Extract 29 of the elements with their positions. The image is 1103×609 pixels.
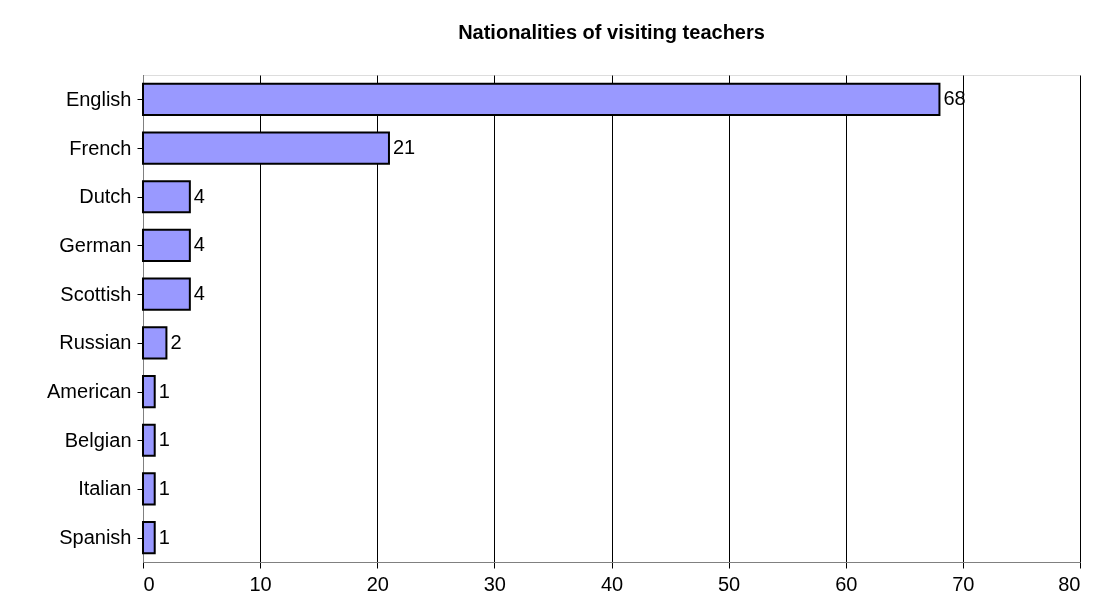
data-label: 4 xyxy=(193,233,205,256)
y-tick-label: Scottish xyxy=(60,282,132,305)
data-label: 1 xyxy=(158,428,170,451)
x-tick-label: 0 xyxy=(143,572,155,595)
x-tick-label: 40 xyxy=(600,572,624,595)
y-tick-label: Spanish xyxy=(59,526,132,549)
x-tick-label: 50 xyxy=(718,572,741,595)
x-tick-label: 80 xyxy=(1058,572,1081,595)
data-label: 1 xyxy=(158,476,170,499)
data-label: 1 xyxy=(158,379,170,402)
chart-title: Nationalities of visiting teachers xyxy=(458,21,765,43)
x-tick-label: 30 xyxy=(483,572,506,595)
y-tick-label: Russian xyxy=(59,331,132,354)
x-tick-label: 70 xyxy=(952,572,975,595)
y-tick-label: French xyxy=(69,136,132,159)
y-tick-label: English xyxy=(65,87,132,110)
y-tick-label: Dutch xyxy=(79,185,132,208)
x-tick-label: 60 xyxy=(835,572,858,595)
data-label: 1 xyxy=(158,525,170,548)
data-label: 4 xyxy=(193,282,205,305)
y-tick-label: Belgian xyxy=(64,428,132,451)
data-label: 21 xyxy=(392,136,416,159)
data-label: 4 xyxy=(193,184,205,207)
y-tick-label: Italian xyxy=(78,477,132,500)
y-tick-label: American xyxy=(47,380,132,403)
x-tick-label: 10 xyxy=(249,572,272,595)
x-tick-label: 20 xyxy=(366,572,389,595)
y-tick-label: German xyxy=(59,233,132,256)
data-label: 2 xyxy=(170,330,182,353)
